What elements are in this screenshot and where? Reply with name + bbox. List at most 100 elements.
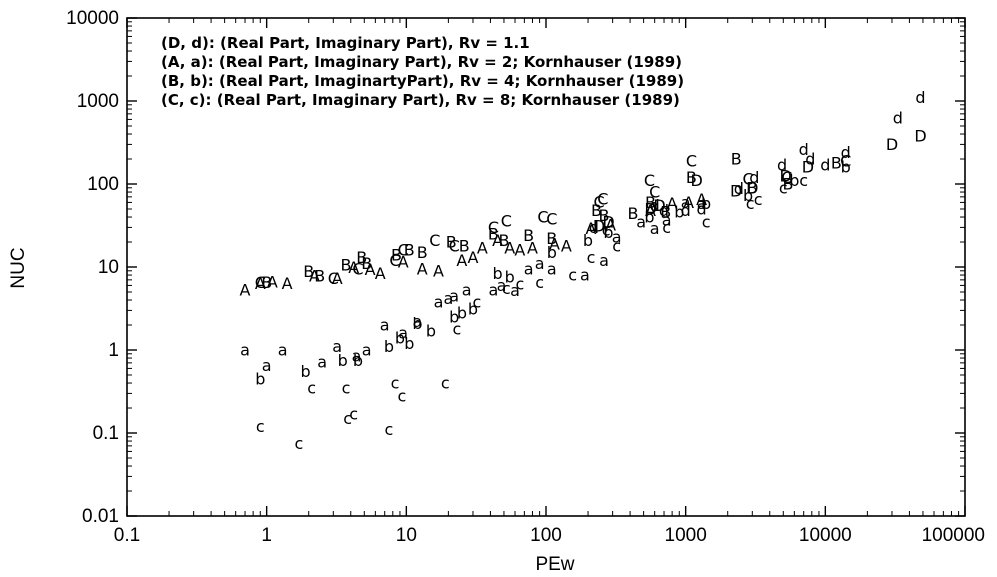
data-point-b: b bbox=[583, 231, 593, 250]
data-point-B: B bbox=[341, 256, 352, 275]
data-point-d: d bbox=[589, 218, 599, 237]
data-point-a: a bbox=[362, 341, 372, 360]
data-point-a: a bbox=[662, 210, 672, 229]
data-point-A: A bbox=[398, 253, 409, 272]
data-point-c: c bbox=[398, 386, 407, 405]
y-tick-label: 0.1 bbox=[93, 423, 119, 444]
data-point-a: a bbox=[240, 341, 250, 360]
data-point-C: C bbox=[644, 171, 655, 190]
data-point-b: b bbox=[701, 194, 711, 213]
data-point-A: A bbox=[365, 260, 376, 279]
data-point-C: C bbox=[537, 208, 548, 227]
data-point-A: A bbox=[267, 273, 278, 292]
data-point-C: C bbox=[398, 241, 409, 260]
data-point-B: B bbox=[446, 233, 457, 252]
data-point-D: D bbox=[802, 158, 814, 177]
data-point-a: a bbox=[317, 352, 327, 371]
data-point-c: c bbox=[799, 171, 808, 190]
data-point-C: C bbox=[429, 231, 440, 250]
data-point-a: a bbox=[412, 312, 422, 331]
data-point-b: b bbox=[301, 362, 311, 381]
data-point-B: B bbox=[488, 225, 499, 244]
data-point-A: A bbox=[549, 234, 560, 253]
data-point-B: B bbox=[747, 178, 758, 197]
data-point-A: A bbox=[696, 190, 707, 209]
data-point-C: C bbox=[255, 273, 266, 292]
data-point-c: c bbox=[349, 404, 358, 423]
data-point-b: b bbox=[449, 308, 459, 327]
data-point-A: A bbox=[586, 219, 597, 238]
data-point-A: A bbox=[433, 261, 444, 280]
data-point-a: a bbox=[434, 292, 444, 311]
data-point-A: A bbox=[667, 194, 678, 213]
data-point-c: c bbox=[568, 266, 577, 285]
legend: (D, d): (Real Part, Imaginary Part), Rv … bbox=[161, 34, 684, 109]
data-point-c: c bbox=[502, 279, 511, 298]
data-point-b: b bbox=[493, 264, 503, 283]
data-point-a: a bbox=[547, 259, 557, 278]
data-point-b: b bbox=[674, 203, 684, 222]
data-point-C: C bbox=[594, 192, 605, 211]
data-point-c: c bbox=[602, 220, 611, 239]
data-point-b: b bbox=[743, 186, 753, 205]
data-point-D: D bbox=[886, 135, 898, 154]
data-point-A: A bbox=[527, 238, 538, 257]
data-point-b: b bbox=[412, 314, 422, 333]
data-point-c: c bbox=[612, 236, 621, 255]
data-point-a: a bbox=[612, 228, 622, 247]
data-point-d: d bbox=[734, 179, 744, 198]
data-point-c: c bbox=[441, 374, 450, 393]
data-point-c: c bbox=[343, 409, 352, 428]
data-point-a: a bbox=[278, 341, 288, 360]
data-point-C: C bbox=[743, 170, 754, 189]
data-point-d: d bbox=[841, 143, 851, 162]
data-point-A: A bbox=[514, 241, 525, 260]
data-point-b: b bbox=[384, 337, 394, 356]
data-point-b: b bbox=[338, 351, 348, 370]
data-point-a: a bbox=[332, 337, 342, 356]
data-point-b: b bbox=[255, 369, 265, 388]
data-point-B: B bbox=[391, 245, 402, 264]
y-tick-label: 1000 bbox=[77, 91, 119, 112]
data-point-c: c bbox=[256, 417, 265, 436]
data-point-B: B bbox=[261, 273, 272, 292]
y-axis: 0.01 0.1 1 10 100 1000 10000 bbox=[66, 8, 965, 527]
data-point-a: a bbox=[580, 266, 590, 285]
data-point-B: B bbox=[303, 262, 314, 281]
data-point-a: a bbox=[497, 276, 507, 295]
data-point-a: a bbox=[398, 324, 408, 343]
data-point-B: B bbox=[459, 236, 470, 255]
data-point-c: c bbox=[535, 273, 544, 292]
data-point-a: a bbox=[636, 212, 646, 231]
data-point-c: c bbox=[754, 190, 763, 209]
data-point-c: c bbox=[391, 374, 400, 393]
data-point-D: D bbox=[914, 126, 926, 145]
data-point-c: c bbox=[342, 378, 351, 397]
data-point-B: B bbox=[404, 241, 415, 260]
data-point-C: C bbox=[501, 211, 512, 230]
data-point-c: c bbox=[307, 378, 316, 397]
data-point-C: C bbox=[597, 190, 608, 209]
data-point-B: B bbox=[417, 243, 428, 262]
data-point-D: D bbox=[691, 171, 703, 190]
data-point-c: c bbox=[385, 420, 394, 439]
data-point-A: A bbox=[417, 259, 428, 278]
y-tick-label: 10000 bbox=[66, 8, 119, 29]
data-point-a: a bbox=[697, 194, 707, 213]
data-point-D: D bbox=[602, 212, 614, 231]
data-point-a: a bbox=[352, 346, 362, 365]
data-point-C: C bbox=[352, 259, 363, 278]
data-point-A: A bbox=[282, 274, 293, 293]
legend-entry: (B, b): (Real Part, ImaginartyPart), Rv … bbox=[161, 72, 684, 90]
data-point-d: d bbox=[697, 200, 707, 219]
x-tick-label: 100000 bbox=[922, 525, 985, 546]
data-point-C: C bbox=[686, 151, 697, 170]
data-point-B: B bbox=[546, 229, 557, 248]
data-point-c: c bbox=[473, 292, 482, 311]
data-point-C: C bbox=[546, 209, 557, 228]
data-point-d: d bbox=[650, 196, 660, 215]
x-tick-label: 10 bbox=[396, 525, 417, 546]
data-point-D: D bbox=[653, 196, 665, 215]
x-tick-label: 0.1 bbox=[114, 525, 140, 546]
